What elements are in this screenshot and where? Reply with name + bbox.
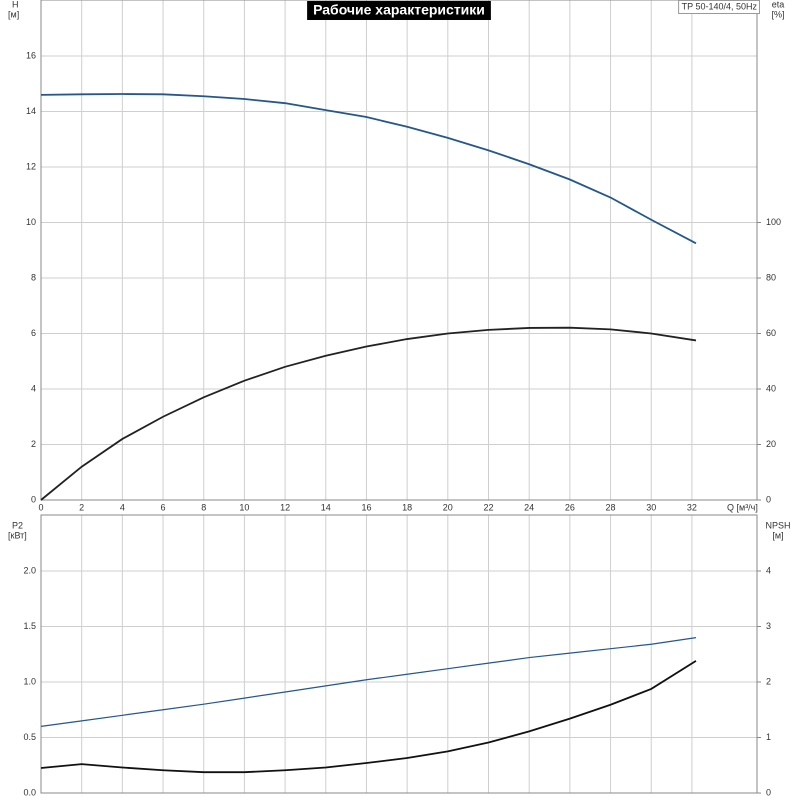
y-tick-label: 4: [31, 383, 36, 393]
y-axis-label: P2: [12, 520, 23, 530]
x-tick-label: 22: [483, 502, 493, 512]
y-tick-label: 1.0: [23, 676, 36, 686]
y-tick-label: 0.5: [23, 732, 36, 742]
y-tick-label: 1.5: [23, 621, 36, 631]
x-axis-label: Q [м³/ч]: [727, 502, 758, 512]
x-tick-label: 20: [443, 502, 453, 512]
y2-tick-label: 3: [766, 621, 771, 631]
y2-tick-label: 0: [766, 787, 771, 797]
y2-axis-unit: [%]: [771, 9, 784, 19]
x-tick-label: 0: [38, 502, 43, 512]
annotation: TP 50-140/4, 50Hz: [682, 1, 758, 11]
y-tick-label: 8: [31, 272, 36, 282]
x-tick-label: 24: [524, 502, 534, 512]
x-tick-label: 14: [321, 502, 331, 512]
series-line: [40, 326, 697, 501]
x-tick-label: 6: [161, 502, 166, 512]
series-line: [40, 660, 697, 774]
y-tick-label: 14: [26, 106, 36, 116]
y-tick-label: 2: [31, 439, 36, 449]
y-tick-label: 6: [31, 328, 36, 338]
y2-axis-label: NPSH: [765, 520, 790, 530]
y2-axis-label: eta: [772, 0, 785, 9]
x-tick-label: 4: [120, 502, 125, 512]
x-tick-label: 26: [565, 502, 575, 512]
y2-tick-label: 20: [766, 439, 776, 449]
series-line: [40, 637, 697, 727]
y-axis-label: H: [12, 0, 19, 9]
x-tick-label: 8: [201, 502, 206, 512]
x-tick-label: 10: [239, 502, 249, 512]
y-tick-label: 16: [26, 50, 36, 60]
y2-tick-label: 60: [766, 328, 776, 338]
y2-tick-label: 80: [766, 272, 776, 282]
x-tick-label: 32: [687, 502, 697, 512]
x-tick-label: 2: [79, 502, 84, 512]
y-tick-label: 12: [26, 161, 36, 171]
series-line: [40, 93, 697, 245]
y2-tick-label: 4: [766, 565, 771, 575]
y-axis-unit: [м]: [8, 9, 19, 19]
y-tick-label: 0.0: [23, 787, 36, 797]
plot-frame: [40, 514, 758, 794]
y-axis-unit: [кВт]: [8, 530, 27, 540]
y-tick-label: 10: [26, 217, 36, 227]
y2-tick-label: 1: [766, 732, 771, 742]
x-tick-label: 12: [280, 502, 290, 512]
y2-tick-label: 100: [766, 217, 781, 227]
x-tick-label: 28: [606, 502, 616, 512]
y-tick-label: 0: [31, 494, 36, 504]
x-tick-label: 30: [646, 502, 656, 512]
y2-tick-label: 0: [766, 494, 771, 504]
annotation-box: [678, 0, 760, 14]
y2-tick-label: 40: [766, 383, 776, 393]
x-tick-label: 16: [361, 502, 371, 512]
y-tick-label: 2.0: [23, 565, 36, 575]
chart-title: Рабочие характеристики: [313, 2, 485, 18]
plot-frame: [40, 0, 758, 501]
title-box: [307, 1, 491, 20]
x-tick-label: 18: [402, 502, 412, 512]
y2-tick-label: 2: [766, 676, 771, 686]
y2-axis-unit: [м]: [772, 530, 783, 540]
